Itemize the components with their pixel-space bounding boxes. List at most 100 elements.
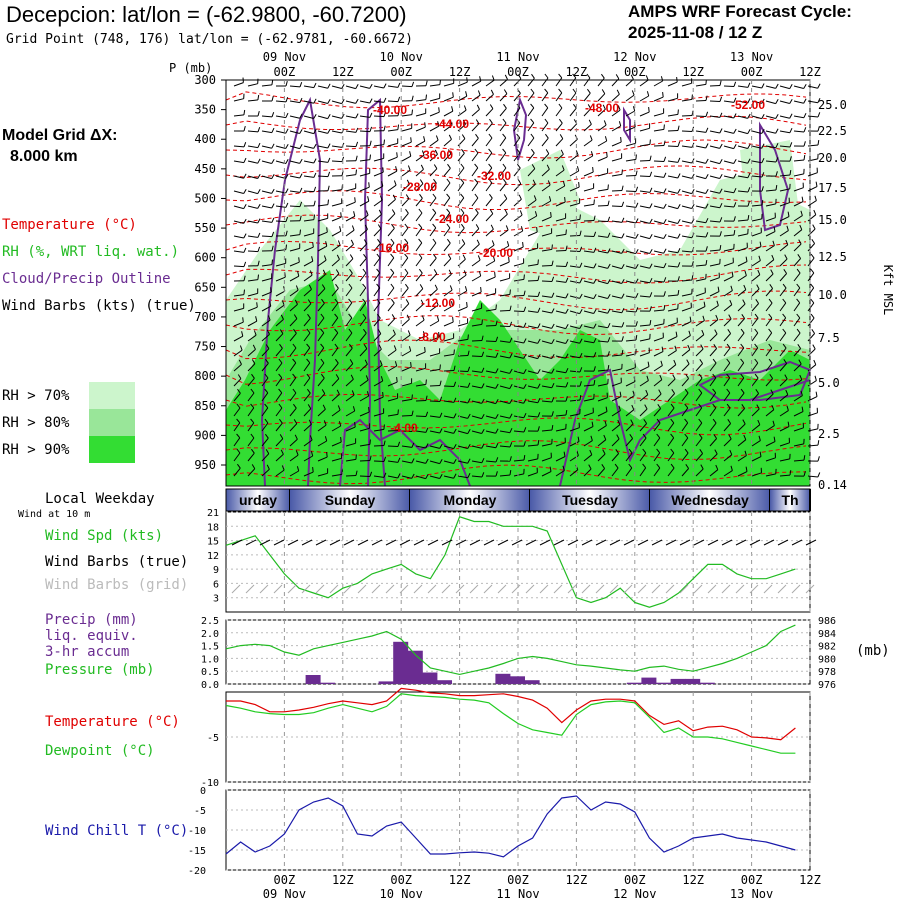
wind-barb [667,467,675,477]
wind-barb [261,348,270,357]
wind-barb-flag [549,466,552,472]
bottom-time-tick: 00Z [624,873,646,887]
wind-barb-flag [787,421,790,427]
wind-barb [695,83,706,87]
wind-barb [695,160,706,164]
wind-barb [513,310,525,312]
wind-barb-flag [495,320,498,326]
wind-barb [625,467,633,477]
wind-barb [289,234,300,237]
wind-barb-flag [270,287,272,293]
wind-barb [555,325,566,330]
wind-barb-flag [393,345,397,351]
wind-barb [485,137,493,147]
grid-wind-barb [315,584,325,594]
wind-barb [639,205,650,209]
temperature-tick: -10 [201,778,219,789]
wind-barb-flag [649,139,651,145]
wind-barb-flag [242,317,244,323]
day-label: Monday [444,492,497,508]
wind-barb [737,85,748,88]
wind-barb-flag [729,299,733,305]
wind-barb-flag [365,375,369,381]
wind-barb-flag [635,249,639,254]
isotherm-group [225,91,807,485]
wind-barb [401,272,409,282]
wind-barb [793,201,804,207]
wind-barb [513,340,524,344]
wind-barb [597,108,606,117]
wind-barb [583,325,594,329]
wind-barb-flag [705,203,709,209]
wind-barb [597,310,608,314]
wind-barb-flag [646,375,649,381]
wind-barb [429,154,438,162]
wind-barb [779,317,787,327]
wind-barb-flag [685,464,690,469]
wind-barb [303,145,314,149]
wind-barb-flag [320,373,325,379]
wind-barb [275,469,285,477]
wind-barb-flag [747,113,751,119]
wind-barb-flag [593,231,597,237]
wind-barb [345,347,353,357]
wind-barb-flag [397,409,399,415]
wind-barb-flag [758,255,761,261]
wind-barb-flag [447,163,451,169]
wind-barb [625,395,635,402]
wind-barb-flag [312,242,314,248]
wind-barb-flag [404,253,409,259]
wind-barb-flag [489,118,493,124]
grid-wind-barb [651,584,661,594]
wind-barb-flag [410,137,412,143]
wind-barb [695,363,703,372]
wind-barb-flag [382,167,384,173]
wind-barb-flag [362,283,367,289]
wind-barb [723,333,731,342]
windchill-tick: -15 [188,846,206,857]
grid-wind-barb [455,584,465,594]
wind-barb-flag [677,290,680,296]
wind-barb-flag [530,88,535,94]
wind-barb [303,85,314,89]
legend-windchill: Wind Chill T (°C) [45,823,189,839]
wind-barb [345,258,354,267]
wind-barb [485,228,494,237]
pressure-tick-label: 750 [194,340,216,354]
wind-barb-flag [285,216,289,222]
wind-barb-flag [522,242,524,248]
wind-barb-flag [349,359,354,364]
wind-barb [401,303,410,312]
wind-barb-flag [572,103,577,109]
wind-barb [667,175,678,179]
wind-barb [807,380,817,387]
wind-barb-flag [572,88,577,94]
wind-barb-flag [607,232,611,238]
wind-barb [443,139,452,147]
wind-barb-flag [635,321,638,327]
wind-barb-flag [616,89,620,95]
wind-barb-flag [576,450,579,456]
wind-barb [583,235,595,237]
wind-barb [471,400,482,404]
wind-barb-flag [789,470,792,476]
wind-barb-flag [377,329,382,334]
wind-barb-flag [565,338,569,344]
wind-barb-flag [551,368,555,374]
wind-barb-flag [649,155,652,161]
wind-barb-flag [285,112,289,118]
wind-barb [681,307,692,312]
isotherm-label: -16.00 [375,241,409,255]
wind-barb-flag [545,149,550,154]
wind-barb [499,152,507,162]
wind-barb [667,350,677,357]
wind-barb [331,302,339,312]
wind-barb [639,265,650,269]
wind-barb [639,111,650,117]
wind-barb-flag [453,413,457,419]
wind-barb [443,321,454,327]
wind-barb [667,235,678,239]
wind-barb [681,378,689,387]
wind-barb [527,263,538,267]
wind-barb [625,250,636,255]
